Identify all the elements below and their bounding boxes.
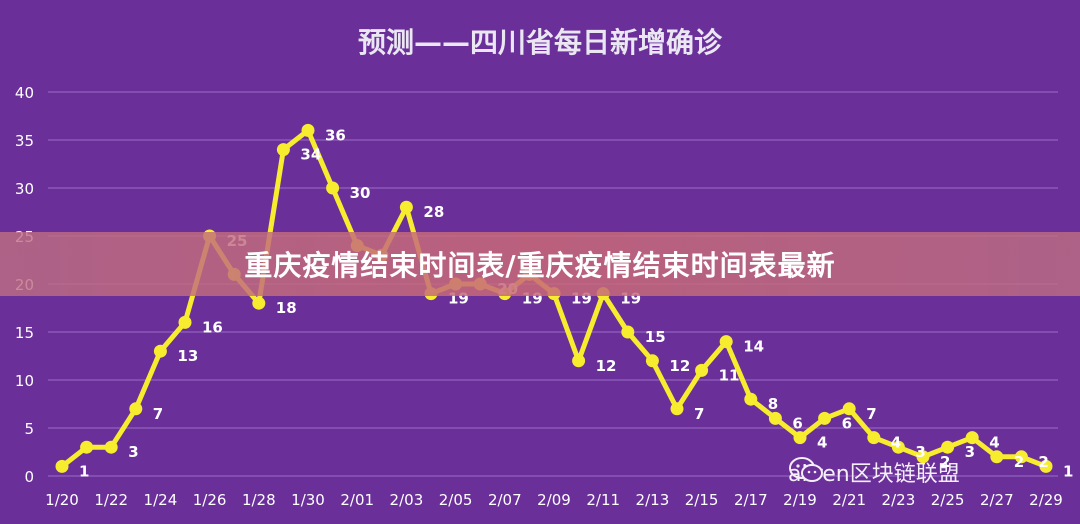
data-label: 15 <box>645 328 666 346</box>
data-label: 7 <box>866 405 876 423</box>
x-tick-label: 1/22 <box>94 491 128 509</box>
data-label: 1 <box>1063 462 1073 480</box>
data-label: 7 <box>153 405 163 423</box>
x-tick-label: 2/21 <box>832 491 866 509</box>
data-point <box>326 181 340 195</box>
data-label: 13 <box>177 347 198 365</box>
data-point <box>80 440 94 454</box>
data-label: 12 <box>669 357 690 375</box>
x-tick-label: 2/15 <box>685 491 719 509</box>
x-tick-label: 2/27 <box>980 491 1014 509</box>
data-point <box>941 440 955 454</box>
data-point <box>301 123 315 137</box>
y-tick-label: 0 <box>24 468 34 486</box>
x-tick-label: 2/11 <box>586 491 620 509</box>
x-tick-label: 1/26 <box>193 491 227 509</box>
data-point <box>153 344 167 358</box>
data-point <box>104 440 118 454</box>
data-point <box>572 354 586 368</box>
data-point <box>916 450 930 464</box>
data-point <box>842 402 856 416</box>
watermark: aliren区块链联盟 <box>788 456 960 488</box>
x-tick-label: 2/01 <box>340 491 374 509</box>
x-tick-label: 2/19 <box>783 491 817 509</box>
data-point <box>178 315 192 329</box>
y-tick-label: 15 <box>15 324 34 342</box>
data-point <box>768 411 782 425</box>
x-tick-label: 2/25 <box>931 491 965 509</box>
data-label: 7 <box>694 405 704 423</box>
data-label: 6 <box>792 414 802 432</box>
data-point <box>818 411 832 425</box>
x-tick-label: 2/23 <box>882 491 916 509</box>
data-point <box>695 363 709 377</box>
data-point <box>55 459 69 473</box>
x-axis-tick-labels: 1/20 1/22 1/24 1/26 1/28 1/30 2/01 2/03 2/05 2/07… <box>45 491 1063 509</box>
x-tick-label: 1/20 <box>45 491 79 509</box>
y-tick-label: 5 <box>24 420 34 438</box>
x-tick-label: 2/29 <box>1029 491 1063 509</box>
wechat-icon <box>789 457 823 482</box>
headline-text: 重庆疫情结束时间表/重庆疫情结束时间表最新 <box>244 249 836 282</box>
x-tick-label: 2/09 <box>537 491 571 509</box>
data-label: 8 <box>768 395 778 413</box>
data-label: 16 <box>202 318 223 336</box>
data-point <box>719 335 733 349</box>
x-tick-label: 2/13 <box>636 491 670 509</box>
data-label: 4 <box>989 434 999 452</box>
data-point <box>793 431 807 445</box>
y-tick-label: 35 <box>15 132 34 150</box>
data-point <box>621 325 635 339</box>
data-label: 18 <box>276 299 297 317</box>
data-point <box>965 431 979 445</box>
data-label: 30 <box>350 184 371 202</box>
x-tick-label: 1/24 <box>144 491 178 509</box>
data-label: 4 <box>891 434 901 452</box>
data-point <box>129 402 143 416</box>
x-tick-label: 2/07 <box>488 491 522 509</box>
data-label: 6 <box>842 414 852 432</box>
x-tick-label: 2/17 <box>734 491 768 509</box>
data-label: 14 <box>743 338 764 356</box>
data-label: 28 <box>423 203 444 221</box>
data-point <box>276 143 290 157</box>
data-label: 1 <box>79 462 89 480</box>
x-tick-label: 1/28 <box>242 491 276 509</box>
y-tick-label: 30 <box>15 180 34 198</box>
data-label: 12 <box>596 357 617 375</box>
y-tick-label: 10 <box>15 372 34 390</box>
x-tick-label: 2/03 <box>390 491 424 509</box>
data-label: 2 <box>940 453 950 471</box>
data-label: 34 <box>300 146 321 164</box>
data-point <box>891 440 905 454</box>
x-tick-label: 2/05 <box>439 491 473 509</box>
chart-title: 预测——四川省每日新增确诊 <box>358 26 723 59</box>
data-label: 2 <box>1038 453 1048 471</box>
data-point <box>252 296 266 310</box>
data-point <box>670 402 684 416</box>
data-label: 3 <box>915 443 925 461</box>
data-point <box>867 431 881 445</box>
data-label: 3 <box>965 443 975 461</box>
data-label: 3 <box>128 443 138 461</box>
data-label: 11 <box>719 366 740 384</box>
data-point <box>1014 450 1028 464</box>
data-label: 36 <box>325 126 346 144</box>
data-point <box>1039 459 1053 473</box>
x-tick-label: 1/30 <box>291 491 325 509</box>
data-point <box>399 200 413 214</box>
data-point <box>990 450 1004 464</box>
data-point <box>645 354 659 368</box>
data-point <box>744 392 758 406</box>
y-tick-label: 40 <box>15 84 34 102</box>
data-labels: 1371316251834363028192019191219151271114… <box>79 126 1073 480</box>
data-label: 2 <box>1014 453 1024 471</box>
series-points <box>55 123 1053 473</box>
data-label: 4 <box>817 434 827 452</box>
headline-banner: 重庆疫情结束时间表/重庆疫情结束时间表最新 <box>0 232 1080 296</box>
